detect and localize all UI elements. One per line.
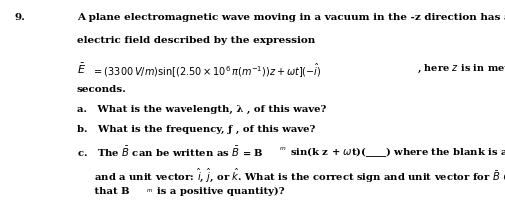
Text: is a positive quantity)?: is a positive quantity)? xyxy=(157,187,284,196)
Text: , here $z$ is in meters and $t$ is in: , here $z$ is in meters and $t$ is in xyxy=(416,61,505,74)
Text: that B: that B xyxy=(77,187,129,196)
Text: $=(3300\,V/m)\sin[(2.50\times10^{6}\,\pi(m^{-1}))z+\omega t](-\hat{i})$: $=(3300\,V/m)\sin[(2.50\times10^{6}\,\pi… xyxy=(92,61,321,80)
Text: 9.: 9. xyxy=(15,13,26,22)
Text: b.   What is the frequency, ƒ , of this wave?: b. What is the frequency, ƒ , of this wa… xyxy=(77,125,315,134)
Text: sin(k z + $\omega$t)(____) where the blank is a +/- sign: sin(k z + $\omega$t)(____) where the bla… xyxy=(289,145,505,159)
Text: A plane electromagnetic wave moving in a vacuum in the -z direction has an: A plane electromagnetic wave moving in a… xyxy=(77,13,505,22)
Text: and a unit vector: $\hat{i}$, $\hat{j}$, or $\hat{k}$. What is the correct sign : and a unit vector: $\hat{i}$, $\hat{j}$,… xyxy=(77,167,505,184)
Text: $_m$: $_m$ xyxy=(279,145,286,153)
Text: $\bar{E}$: $\bar{E}$ xyxy=(77,61,86,76)
Text: seconds.: seconds. xyxy=(77,85,127,94)
Text: a.   What is the wavelength, λ , of this wave?: a. What is the wavelength, λ , of this w… xyxy=(77,105,326,114)
Text: c.   The $\bar{B}$ can be written as $\bar{B}$ = B: c. The $\bar{B}$ can be written as $\bar… xyxy=(77,145,263,159)
Text: $_m$: $_m$ xyxy=(146,187,153,195)
Text: electric field described by the expression: electric field described by the expressi… xyxy=(77,36,315,45)
